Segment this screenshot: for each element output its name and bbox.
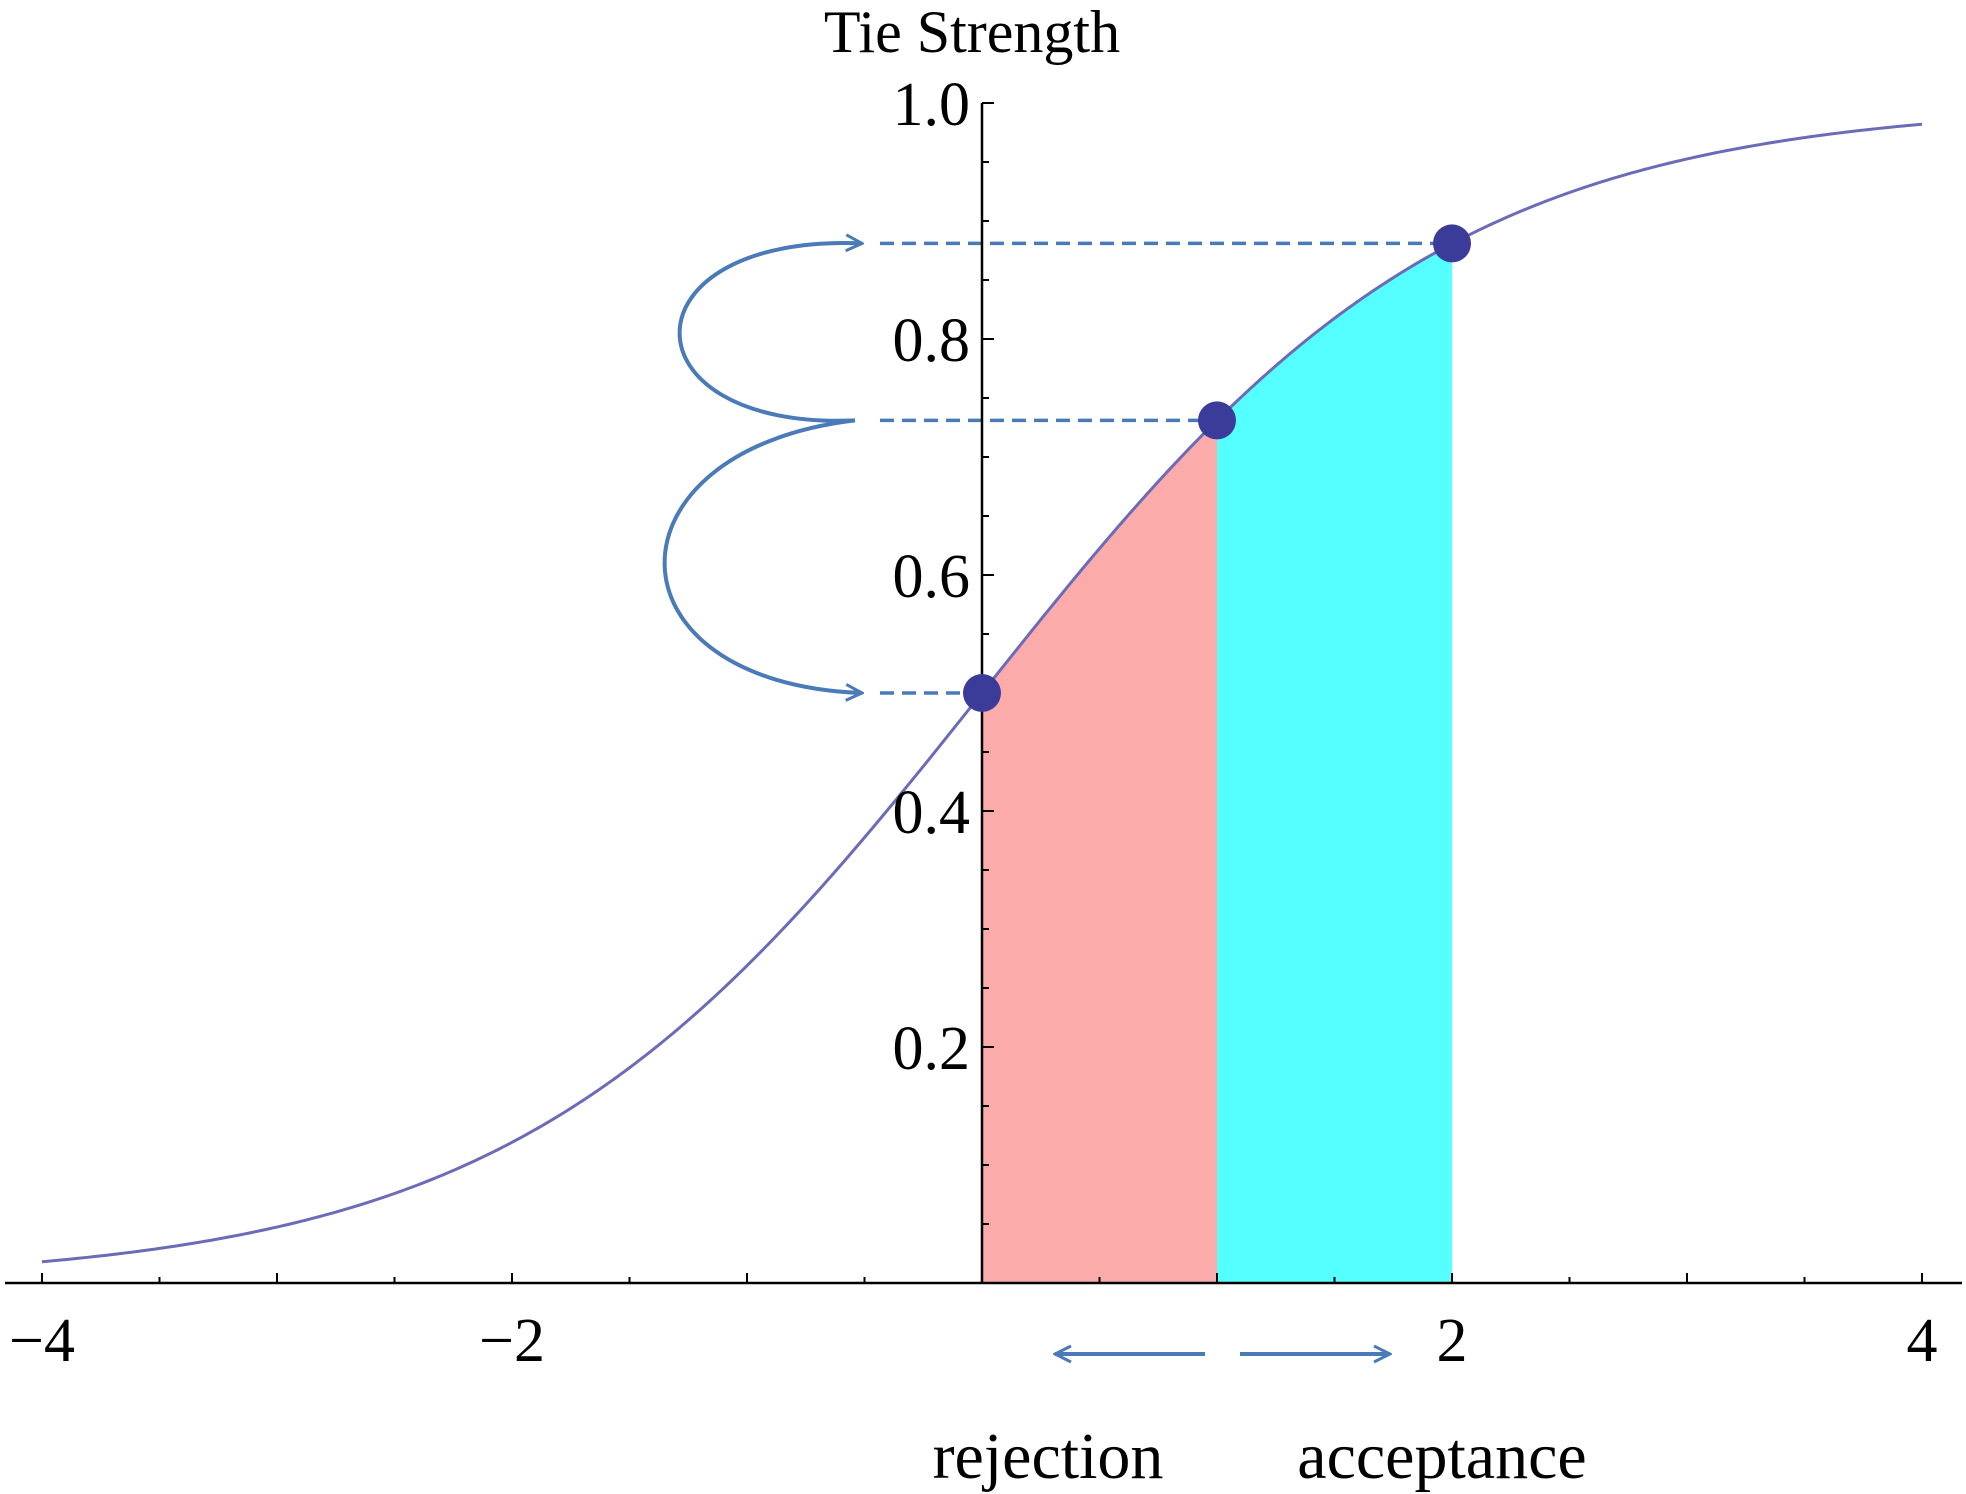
labels: Tie Strength rejection acceptance <box>824 0 1587 1493</box>
loop-arrow-up <box>677 243 862 423</box>
x-tick-label: 4 <box>1907 1307 1938 1375</box>
data-point <box>1198 401 1236 440</box>
x-tick-label: −2 <box>479 1307 545 1375</box>
y-tick-label: 0.2 <box>893 1015 971 1083</box>
acceptance-region <box>1217 243 1452 1283</box>
rejection-region <box>982 420 1217 1284</box>
y-tick-label: 0.8 <box>893 307 971 375</box>
x-tick-label: 2 <box>1437 1307 1468 1375</box>
data-point <box>1433 224 1471 263</box>
rejection-label: rejection <box>933 1420 1164 1493</box>
data-point <box>963 674 1001 712</box>
points <box>963 224 1471 712</box>
arrows <box>662 243 1390 1354</box>
y-axis-label: Tie Strength <box>824 0 1120 65</box>
y-tick-label: 0.6 <box>893 543 971 611</box>
y-tick-label: 0.4 <box>893 779 971 847</box>
acceptance-label: acceptance <box>1297 1420 1586 1493</box>
y-tick-label: 1.0 <box>893 71 971 139</box>
guide-lines <box>880 241 1452 695</box>
loop-arrow-down <box>662 418 862 693</box>
x-tick-label: −4 <box>9 1307 75 1375</box>
shaded-regions <box>982 243 1452 1284</box>
